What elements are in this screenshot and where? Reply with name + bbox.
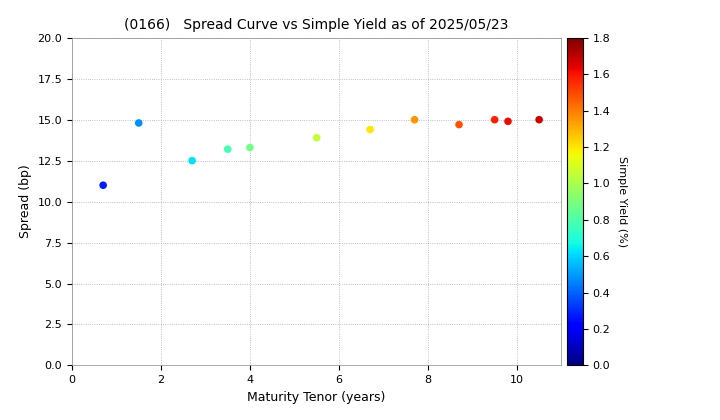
Point <box>311 134 323 141</box>
Point <box>534 116 545 123</box>
Point <box>503 118 514 125</box>
Y-axis label: Simple Yield (%): Simple Yield (%) <box>617 156 627 247</box>
X-axis label: Maturity Tenor (years): Maturity Tenor (years) <box>248 391 386 404</box>
Point <box>133 120 145 126</box>
Point <box>222 146 233 152</box>
Point <box>97 182 109 189</box>
Point <box>364 126 376 133</box>
Title: (0166)   Spread Curve vs Simple Yield as of 2025/05/23: (0166) Spread Curve vs Simple Yield as o… <box>125 18 509 32</box>
Point <box>409 116 420 123</box>
Point <box>489 116 500 123</box>
Point <box>454 121 465 128</box>
Y-axis label: Spread (bp): Spread (bp) <box>19 165 32 239</box>
Point <box>244 144 256 151</box>
Point <box>186 157 198 164</box>
